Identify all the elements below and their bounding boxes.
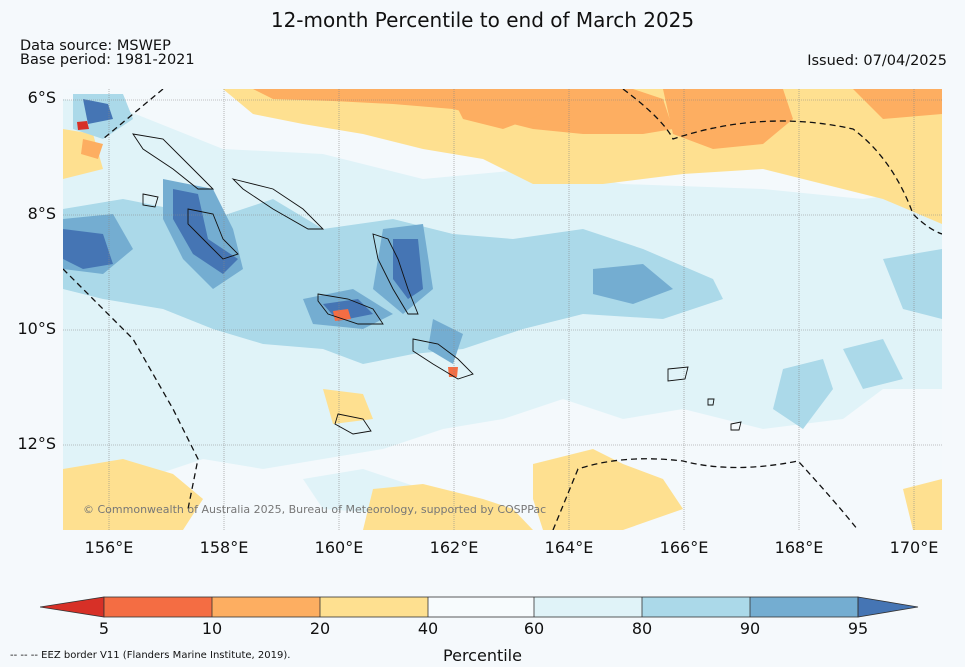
- lon-label: 162°E: [429, 538, 479, 557]
- lon-label: 170°E: [889, 538, 939, 557]
- colorbar-40-60: [428, 597, 534, 617]
- lon-label: 168°E: [774, 538, 824, 557]
- lon-label: 164°E: [544, 538, 594, 557]
- lat-label: 10°S: [17, 319, 56, 338]
- colorbar-90-95: [750, 597, 858, 617]
- field-20-40: [903, 479, 942, 530]
- field-above-95: [393, 239, 423, 299]
- colorbar-5-10: [104, 597, 212, 617]
- percentile-map: [63, 89, 942, 530]
- map-canvas: [63, 89, 942, 530]
- field-below-5: [77, 121, 89, 130]
- eez-legend-note: -- -- -- EEZ border V11 (Flanders Marine…: [10, 650, 291, 661]
- colorbar-tick: 5: [98, 619, 110, 638]
- colorbar-tick: 90: [739, 619, 761, 638]
- colorbar-frame: [103, 596, 859, 618]
- eez-borders: [63, 89, 942, 530]
- field-80-90: [883, 249, 942, 319]
- colorbar-20-40: [320, 597, 428, 617]
- field-90-95: [593, 264, 673, 304]
- colorbar: [40, 596, 919, 618]
- field-20-40: [363, 484, 533, 530]
- field-above-95: [173, 189, 238, 274]
- base-period: Base period: 1981-2021: [20, 52, 195, 68]
- colorbar-tick: 40: [417, 619, 439, 638]
- data-source: Data source: MSWEP: [20, 38, 171, 54]
- field-80-90: [773, 359, 833, 429]
- issued-date: Issued: 07/04/2025: [807, 53, 947, 69]
- colorbar-tick: 80: [631, 619, 653, 638]
- field-5-10: [333, 309, 351, 321]
- colorbar-tick: 60: [523, 619, 545, 638]
- field-20-40: [533, 449, 683, 530]
- field-80-90: [843, 339, 903, 389]
- colorbar-tick: 95: [847, 619, 869, 638]
- copyright-note: © Commonwealth of Australia 2025, Bureau…: [83, 503, 547, 516]
- lon-label: 166°E: [659, 538, 709, 557]
- colorbar-above-95: [857, 596, 919, 618]
- lon-label: 158°E: [199, 538, 249, 557]
- lat-label: 12°S: [17, 434, 56, 453]
- colorbar-below-5: [40, 596, 105, 618]
- field-10-20: [81, 139, 103, 159]
- field-above-95: [83, 99, 113, 124]
- lat-label: 8°S: [27, 204, 56, 223]
- field-20-40: [63, 459, 203, 530]
- colorbar-60-80: [534, 597, 642, 617]
- field-above-95: [63, 229, 113, 269]
- lon-label: 156°E: [84, 538, 134, 557]
- source-info: Data source: MSWEP Base period: 1981-202…: [20, 38, 195, 68]
- colorbar-label: Percentile: [443, 646, 522, 665]
- graticule: [63, 89, 942, 530]
- map-title: 12-month Percentile to end of March 2025: [270, 8, 695, 32]
- field-10-20: [453, 94, 543, 129]
- colorbar-10-20: [212, 597, 320, 617]
- colorbar-tick: 20: [309, 619, 331, 638]
- colorbar-80-90: [642, 597, 750, 617]
- lon-label: 160°E: [314, 538, 364, 557]
- lat-label: 6°S: [27, 88, 56, 107]
- coastlines: [132, 133, 742, 435]
- field-20-40: [323, 389, 373, 424]
- colorbar-tick: 10: [201, 619, 223, 638]
- field-90-95: [428, 319, 463, 364]
- field-10-20: [853, 89, 942, 119]
- field-10-20: [663, 89, 793, 149]
